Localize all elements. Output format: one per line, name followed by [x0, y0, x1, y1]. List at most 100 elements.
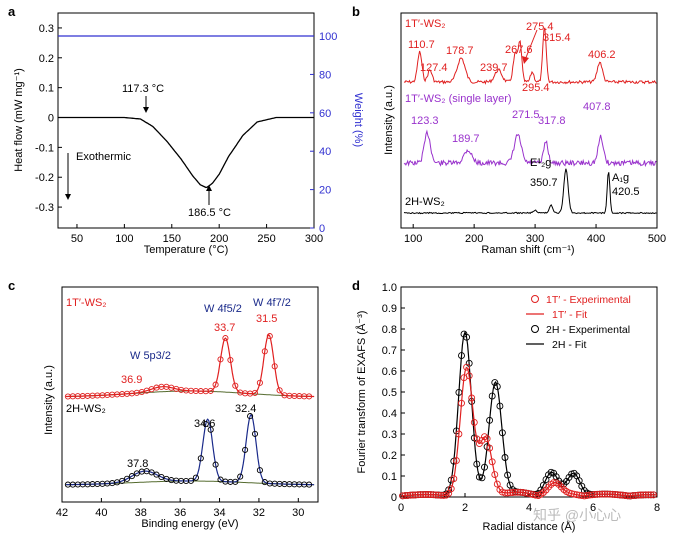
panel-b-xlabel: Raman shift (cm⁻¹) [481, 244, 574, 256]
c-xtick-label: 30 [292, 507, 304, 519]
xps-point [242, 446, 249, 453]
xps-point [256, 379, 263, 386]
xps-point [212, 461, 219, 468]
exafs-point [406, 491, 414, 499]
panel-a: 50 100 150 200 250 300 0.30.20.10-0.1-0.2-0.3… [13, 12, 364, 256]
b-red-peak-label: 295.4 [522, 82, 550, 94]
exafs-point [532, 491, 540, 499]
c-xtick-label: 40 [95, 507, 107, 519]
legend-1t-single: 1T′-WS₂ (single layer) [405, 93, 512, 105]
xps-2h-fit [65, 413, 315, 486]
panel-label-c: c [8, 278, 15, 293]
legend-2h-xps: 2H-WS₂ [66, 403, 106, 415]
panel-label-d: d [352, 278, 360, 293]
exafs-point [458, 352, 465, 360]
b-purple-peak-label: 407.8 [583, 101, 611, 113]
exafs-point [463, 333, 471, 341]
xps-point [128, 473, 135, 480]
exafs-point [511, 488, 519, 496]
exafs-point [437, 491, 445, 499]
exafs-point [401, 492, 409, 500]
a-ytick-label: 0.2 [39, 53, 54, 65]
mode-e2g: E¹₂g [530, 157, 551, 169]
c-black-peak-label: 32.4 [235, 403, 256, 415]
exafs-point [411, 491, 419, 499]
b-red-peak-label: 178.7 [446, 45, 474, 57]
exafs-point [478, 474, 486, 482]
xps-1t-points [64, 333, 313, 400]
panel-a-y2ticks: 100 80 60 40 20 0 [310, 31, 337, 235]
raman-1t-line [403, 27, 657, 85]
a-y2tick-label: 40 [319, 146, 331, 158]
exafs-point [483, 435, 491, 443]
exafs-2h-fit [401, 330, 656, 497]
exafs-point [493, 383, 501, 391]
a-y2tick-label: 60 [319, 108, 331, 120]
c-red-peak-label: 33.7 [214, 322, 235, 334]
xps-point [148, 469, 155, 476]
xps-point [247, 413, 254, 420]
b-purple-peak-label: 271.5 [512, 109, 540, 121]
xps-point [276, 387, 283, 394]
panel-a-xticks: 50 100 150 200 250 300 [71, 224, 323, 245]
exafs-point [501, 489, 509, 497]
exafs-point [575, 491, 583, 499]
legend-marker-2h-exp [531, 325, 539, 333]
b-red-peak-label: 239.7 [480, 62, 508, 74]
a-xtick-label: 100 [115, 233, 133, 245]
panel-a-y2label: Weight (%) [352, 93, 364, 147]
d-ytick-label: 0 [391, 492, 397, 504]
c-black-peak-label: 34.6 [194, 418, 215, 430]
c-xtick-label: 38 [135, 507, 147, 519]
exafs-point [399, 492, 407, 500]
exafs-point [468, 394, 476, 402]
b-xtick-label: 400 [587, 233, 605, 245]
d-ytick-label: 0.2 [382, 450, 397, 462]
exafs-point [488, 392, 496, 400]
label-w5p: W 5p3/2 [130, 350, 171, 362]
c-black-peak-label: 37.8 [127, 458, 148, 470]
legend-1t-xps: 1T′-WS₂ [66, 297, 107, 309]
exafs-point [634, 491, 642, 499]
d-xtick-label: 6 [590, 502, 596, 514]
exafs-point [504, 471, 512, 479]
exafs-2h-points [399, 330, 657, 500]
panel-d-frame [400, 286, 658, 498]
xps-point [207, 426, 214, 433]
exafs-point [463, 363, 471, 371]
exafs-point [522, 489, 529, 497]
exafs-point [580, 492, 588, 500]
xps-point [237, 473, 244, 480]
exafs-1t-fit [401, 366, 656, 497]
watermark: 知乎 @小心心 [533, 507, 621, 523]
exafs-point [496, 402, 504, 410]
mode-a1g: A₁g [612, 172, 629, 184]
a-ytick-label: 0.1 [39, 83, 54, 95]
b-xtick-label: 300 [526, 233, 544, 245]
legend-2h-fit: 2H - Fit [552, 339, 587, 351]
a-y2tick-label: 100 [319, 31, 337, 43]
exafs-point [422, 491, 430, 498]
xps-point [153, 471, 160, 478]
raman-2h-line [403, 168, 657, 215]
exafs-point [458, 399, 465, 407]
panel-b-frame [400, 12, 658, 229]
xps-point [187, 477, 195, 484]
d-ytick-label: 0.7 [382, 345, 397, 357]
exafs-point [637, 491, 645, 499]
legend-2h-exp: 2H - Experimental [546, 324, 630, 336]
exafs-point [586, 491, 593, 499]
panel-a-ylabel: Heat flow (mW mg⁻¹) [13, 68, 25, 172]
xps-1t-fit [65, 333, 315, 398]
b-purple-peak-label: 189.7 [452, 133, 480, 145]
xps-point [207, 387, 214, 394]
panel-b-ylabel: Intensity (a.u.) [383, 85, 395, 155]
annotation-exothermic: Exothermic [76, 151, 132, 163]
exafs-point [481, 463, 488, 471]
annotation-117: 117.3 °C [122, 83, 164, 95]
panel-a-yticks: 0.3 0.2 0.1 0 -0.1 -0.2 -0.3 [35, 23, 62, 214]
arrow-117-head [143, 107, 149, 113]
exafs-point [424, 491, 432, 498]
panel-d-ylabel: Fourier transform of EXAFS (Å⁻³) [355, 311, 368, 474]
